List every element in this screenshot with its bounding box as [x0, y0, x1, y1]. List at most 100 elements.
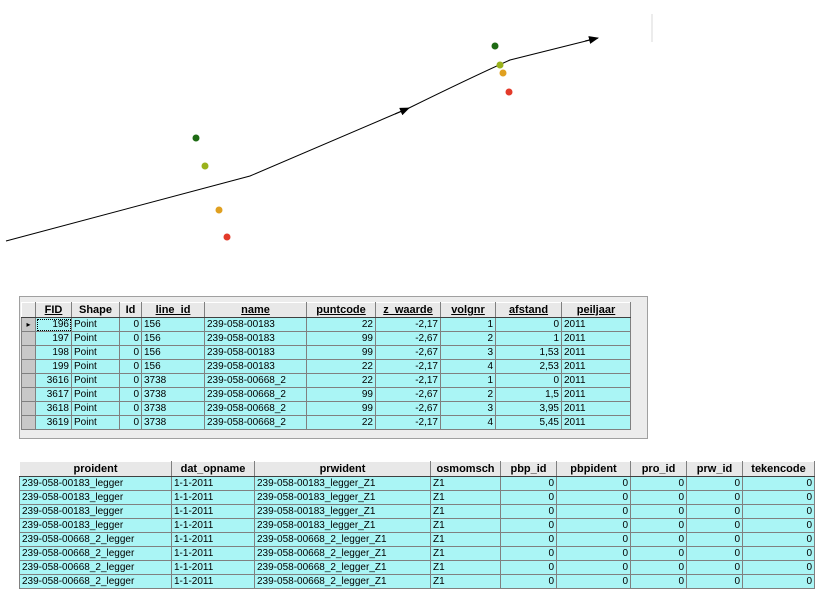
row-selector[interactable] [21, 387, 36, 402]
table-cell[interactable]: 0 [556, 504, 631, 519]
table-row[interactable]: 239-058-00668_2_legger 1-1-2011 239-058-00… [19, 546, 815, 561]
table-cell[interactable]: 0 [556, 518, 631, 533]
table-cell[interactable]: Point [71, 359, 120, 374]
table-cell[interactable]: 1 [440, 373, 496, 388]
table-cell[interactable]: -2,17 [375, 415, 441, 430]
table-cell[interactable]: 0 [119, 331, 142, 346]
table-cell[interactable]: 239-058-00668_2 [204, 373, 307, 388]
table-cell[interactable]: 99 [306, 401, 376, 416]
table-cell[interactable]: -2,67 [375, 401, 441, 416]
table-cell[interactable]: 0 [500, 490, 557, 505]
column-header[interactable]: afstand [495, 302, 562, 318]
column-header[interactable]: pbp_id [500, 461, 557, 477]
table-cell[interactable]: Point [71, 317, 120, 332]
row-selector[interactable]: ▸ [21, 317, 36, 332]
table-cell[interactable]: 2011 [561, 317, 631, 332]
table-cell[interactable]: 0 [556, 490, 631, 505]
table-cell[interactable]: 22 [306, 415, 376, 430]
table-cell[interactable]: 1 [440, 317, 496, 332]
table-row[interactable]: 239-058-00183_legger 1-1-2011 239-058-0018… [19, 518, 815, 533]
table-row[interactable]: 199 Point 0 156 239-058-00183 22 -2,17 4 2,53 201… [21, 359, 631, 374]
table-cell[interactable]: Z1 [430, 518, 501, 533]
column-header[interactable]: pro_id [630, 461, 687, 477]
table-cell[interactable]: 239-058-00668_2_legger_Z1 [254, 560, 431, 575]
table-cell[interactable]: 156 [141, 317, 205, 332]
table-cell[interactable]: 196 [35, 317, 72, 332]
column-header[interactable]: prwident [254, 461, 431, 477]
table-cell[interactable]: 0 [119, 401, 142, 416]
table-row[interactable]: 3618 Point 0 3738 239-058-00668_2 99 -2,67 3 3,9… [21, 401, 631, 416]
table-cell[interactable]: 0 [630, 476, 687, 491]
table-cell[interactable]: Point [71, 387, 120, 402]
table-cell[interactable]: 0 [495, 317, 562, 332]
table-cell[interactable]: 0 [500, 574, 557, 589]
table-cell[interactable]: 3738 [141, 373, 205, 388]
table-cell[interactable]: 3619 [35, 415, 72, 430]
table-cell[interactable]: 3738 [141, 387, 205, 402]
table-row[interactable]: 3619 Point 0 3738 239-058-00668_2 22 -2,17 4 5,4… [21, 415, 631, 430]
table-cell[interactable]: 0 [119, 345, 142, 360]
table-row[interactable]: 3617 Point 0 3738 239-058-00668_2 99 -2,67 2 1,5… [21, 387, 631, 402]
table-row[interactable]: 239-058-00668_2_legger 1-1-2011 239-058-00… [19, 560, 815, 575]
table-cell[interactable]: Z1 [430, 490, 501, 505]
row-selector[interactable] [21, 401, 36, 416]
point-3617[interactable] [496, 61, 504, 69]
table-cell[interactable]: 1-1-2011 [171, 532, 255, 547]
point-196[interactable] [192, 134, 200, 142]
column-header[interactable]: pbpident [556, 461, 631, 477]
table-row[interactable]: 239-058-00183_legger 1-1-2011 239-058-0018… [19, 504, 815, 519]
table-cell[interactable]: 199 [35, 359, 72, 374]
table-row[interactable]: 239-058-00668_2_legger 1-1-2011 239-058-00… [19, 532, 815, 547]
table-cell[interactable]: Z1 [430, 574, 501, 589]
table-row[interactable]: 3616 Point 0 3738 239-058-00668_2 22 -2,17 1 0 20… [21, 373, 631, 388]
table-cell[interactable]: 156 [141, 345, 205, 360]
table-cell[interactable]: 99 [306, 387, 376, 402]
row-selector[interactable] [21, 331, 36, 346]
table-row[interactable]: 239-058-00183_legger 1-1-2011 239-058-0018… [19, 490, 815, 505]
point-3618[interactable] [499, 69, 507, 77]
table-cell[interactable]: 0 [630, 504, 687, 519]
map-canvas[interactable] [0, 0, 834, 290]
column-header[interactable]: line_id [141, 302, 205, 318]
table-cell[interactable]: 0 [630, 518, 687, 533]
table-cell[interactable]: 239-058-00183 [204, 345, 307, 360]
table-cell[interactable]: 2011 [561, 415, 631, 430]
table-cell[interactable]: 1-1-2011 [171, 490, 255, 505]
table-cell[interactable]: -2,67 [375, 345, 441, 360]
column-header[interactable]: volgnr [440, 302, 496, 318]
row-selector[interactable] [21, 415, 36, 430]
table-cell[interactable]: Z1 [430, 476, 501, 491]
table-cell[interactable]: -2,67 [375, 331, 441, 346]
table-cell[interactable]: 239-058-00183_legger_Z1 [254, 476, 431, 491]
table-cell[interactable]: 0 [556, 574, 631, 589]
table-cell[interactable]: 0 [686, 518, 743, 533]
table-cell[interactable]: 239-058-00668_2 [204, 387, 307, 402]
column-header[interactable]: name [204, 302, 307, 318]
column-header[interactable]: Id [119, 302, 142, 318]
point-3619[interactable] [505, 88, 513, 96]
table-cell[interactable]: 0 [119, 387, 142, 402]
table-cell[interactable]: 0 [686, 504, 743, 519]
table-cell[interactable]: 0 [742, 476, 815, 491]
table-cell[interactable]: 4 [440, 359, 496, 374]
table-cell[interactable]: 2 [440, 387, 496, 402]
table-cell[interactable]: 0 [686, 532, 743, 547]
table-cell[interactable]: 0 [630, 490, 687, 505]
table-cell[interactable]: 1 [495, 331, 562, 346]
table-cell[interactable]: 3 [440, 401, 496, 416]
point-199[interactable] [223, 233, 231, 241]
table-cell[interactable]: 1-1-2011 [171, 546, 255, 561]
table-cell[interactable]: 239-058-00668_2_legger_Z1 [254, 546, 431, 561]
table-cell[interactable]: Point [71, 345, 120, 360]
column-header[interactable]: peiljaar [561, 302, 631, 318]
table-cell[interactable]: 99 [306, 345, 376, 360]
table-cell[interactable]: 2011 [561, 359, 631, 374]
table-cell[interactable]: 0 [686, 574, 743, 589]
profile-line-segment-2[interactable] [408, 37, 599, 109]
table-cell[interactable]: 0 [556, 476, 631, 491]
table-cell[interactable]: 0 [119, 373, 142, 388]
table-cell[interactable]: 239-058-00183_legger_Z1 [254, 518, 431, 533]
table-cell[interactable]: 1-1-2011 [171, 504, 255, 519]
table-cell[interactable]: 3617 [35, 387, 72, 402]
table-cell[interactable]: Point [71, 415, 120, 430]
